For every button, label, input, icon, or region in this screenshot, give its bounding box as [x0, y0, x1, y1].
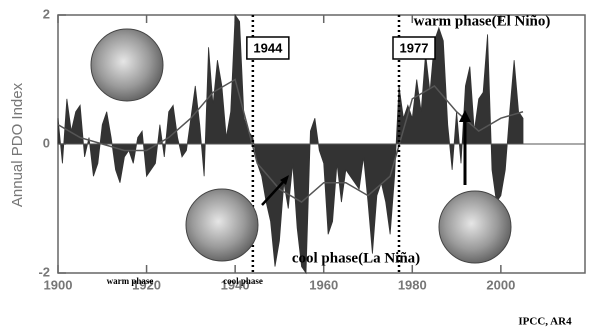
- y-axis-label: Annual PDO Index: [9, 82, 26, 207]
- x-tick-label: 1980: [398, 277, 427, 292]
- globe-map: [439, 191, 511, 263]
- annotation: cool phase(La Niña): [292, 250, 420, 266]
- annotation: cool phase: [223, 276, 263, 286]
- annotation: IPCC, AR4: [518, 316, 572, 328]
- globe-map: [91, 29, 163, 101]
- y-tick-label: 0: [43, 135, 50, 150]
- event-label: 1977: [400, 40, 429, 55]
- chart: -20219001920194019601980200019441977 Ann…: [0, 0, 593, 331]
- x-tick-label: 1900: [44, 277, 73, 292]
- x-tick-label: 2000: [486, 277, 515, 292]
- x-tick-label: 1960: [309, 277, 338, 292]
- annotation: warm phase(El Niño): [414, 13, 551, 29]
- globe-map: [186, 189, 258, 261]
- annotation: warm phase: [107, 276, 154, 286]
- y-tick-label: 2: [43, 6, 50, 21]
- event-label: 1944: [253, 40, 283, 55]
